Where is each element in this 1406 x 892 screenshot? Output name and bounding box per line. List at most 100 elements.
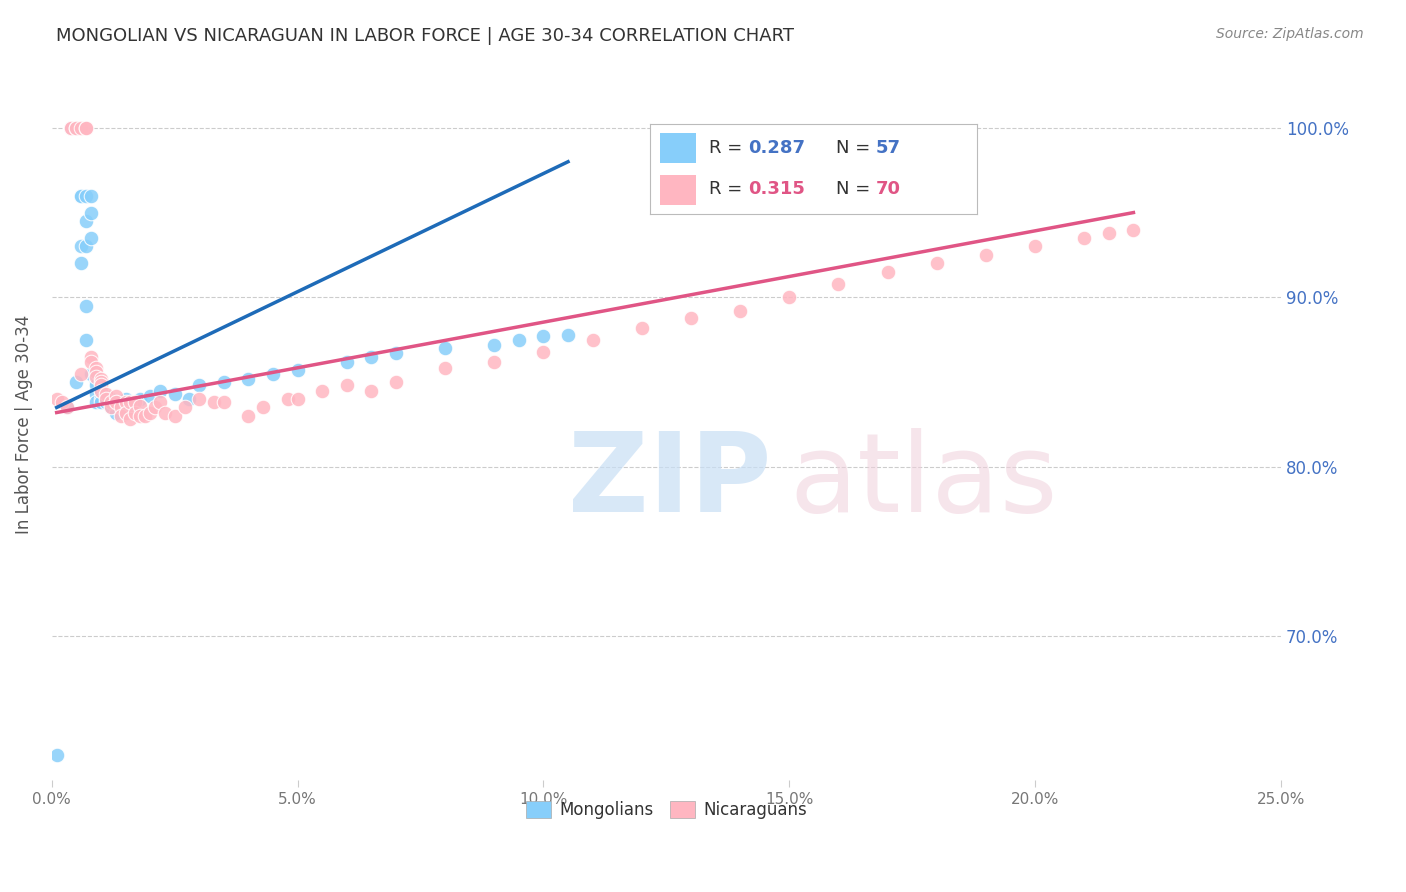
Point [55,401,77,415]
Point [114,392,136,406]
Point [90,392,112,406]
Point [90,384,112,398]
Point [149,384,172,398]
Point [90,384,112,398]
Point [163,387,186,401]
Point [65,120,87,135]
Point [80,354,103,368]
Point [84,387,107,401]
Point [129,392,152,406]
Legend: Mongolians, Nicaraguans: Mongolians, Nicaraguans [519,794,814,825]
Point [100,392,122,406]
Point [336,378,359,392]
Point [262,367,284,381]
Point [65,120,87,135]
Point [75,120,97,135]
Point [94,387,117,401]
Point [70,239,93,253]
Text: 57: 57 [876,139,900,157]
Point [484,354,506,368]
Point [75,299,97,313]
Point [557,327,579,342]
Point [104,405,127,419]
Point [212,395,235,409]
Point [1024,239,1046,253]
Point [65,120,87,135]
Point [679,310,702,325]
Point [100,401,122,415]
Point [110,397,132,411]
Point [533,329,555,343]
Point [114,395,136,409]
Point [212,375,235,389]
Point [114,401,136,415]
Point [287,363,309,377]
Point [188,392,211,406]
Point [238,371,260,385]
Y-axis label: In Labor Force | Age 30-34: In Labor Force | Age 30-34 [15,315,32,534]
Point [94,395,117,409]
Text: Source: ZipAtlas.com: Source: ZipAtlas.com [1216,27,1364,41]
Point [238,409,260,423]
Point [75,188,97,202]
Point [149,395,172,409]
Point [120,395,142,409]
Point [876,265,898,279]
Point [827,277,849,291]
Point [80,350,103,364]
Point [104,395,127,409]
Point [80,231,103,245]
Point [124,397,146,411]
Text: 0.287: 0.287 [748,139,804,157]
Text: 0.315: 0.315 [748,180,804,198]
Point [163,409,186,423]
Point [360,350,382,364]
Point [129,409,152,423]
Point [75,239,97,253]
Point [173,401,195,415]
Point [124,405,146,419]
Point [1098,226,1121,240]
Point [84,375,107,389]
Point [311,384,333,398]
Point [188,378,211,392]
Point [75,333,97,347]
Point [129,399,152,413]
Point [55,401,77,415]
Text: R =: R = [709,139,748,157]
Point [202,395,225,409]
Point [581,333,603,347]
Point [533,344,555,359]
Point [90,375,112,389]
Point [287,392,309,406]
Text: atlas: atlas [789,428,1057,535]
Point [104,395,127,409]
Point [120,412,142,426]
Point [134,409,156,423]
Point [84,370,107,384]
Point [90,395,112,409]
Point [360,384,382,398]
Point [385,346,408,360]
Text: R =: R = [709,180,748,198]
Bar [659,175,696,204]
Point [434,361,457,376]
Text: ZIP: ZIP [568,428,772,535]
Point [153,405,176,419]
Point [100,395,122,409]
Point [65,375,87,389]
Text: 70: 70 [876,180,900,198]
Point [385,375,408,389]
Point [80,205,103,219]
Point [484,338,506,352]
Point [143,401,166,415]
Point [80,188,103,202]
Text: N =: N = [837,180,876,198]
Point [728,304,751,318]
Text: N =: N = [837,139,876,157]
Point [925,256,948,270]
Point [60,120,83,135]
Point [84,365,107,379]
Point [84,378,107,392]
Point [70,367,93,381]
